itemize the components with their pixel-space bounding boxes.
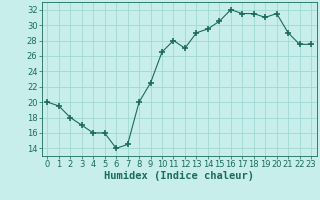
X-axis label: Humidex (Indice chaleur): Humidex (Indice chaleur) [104,171,254,181]
